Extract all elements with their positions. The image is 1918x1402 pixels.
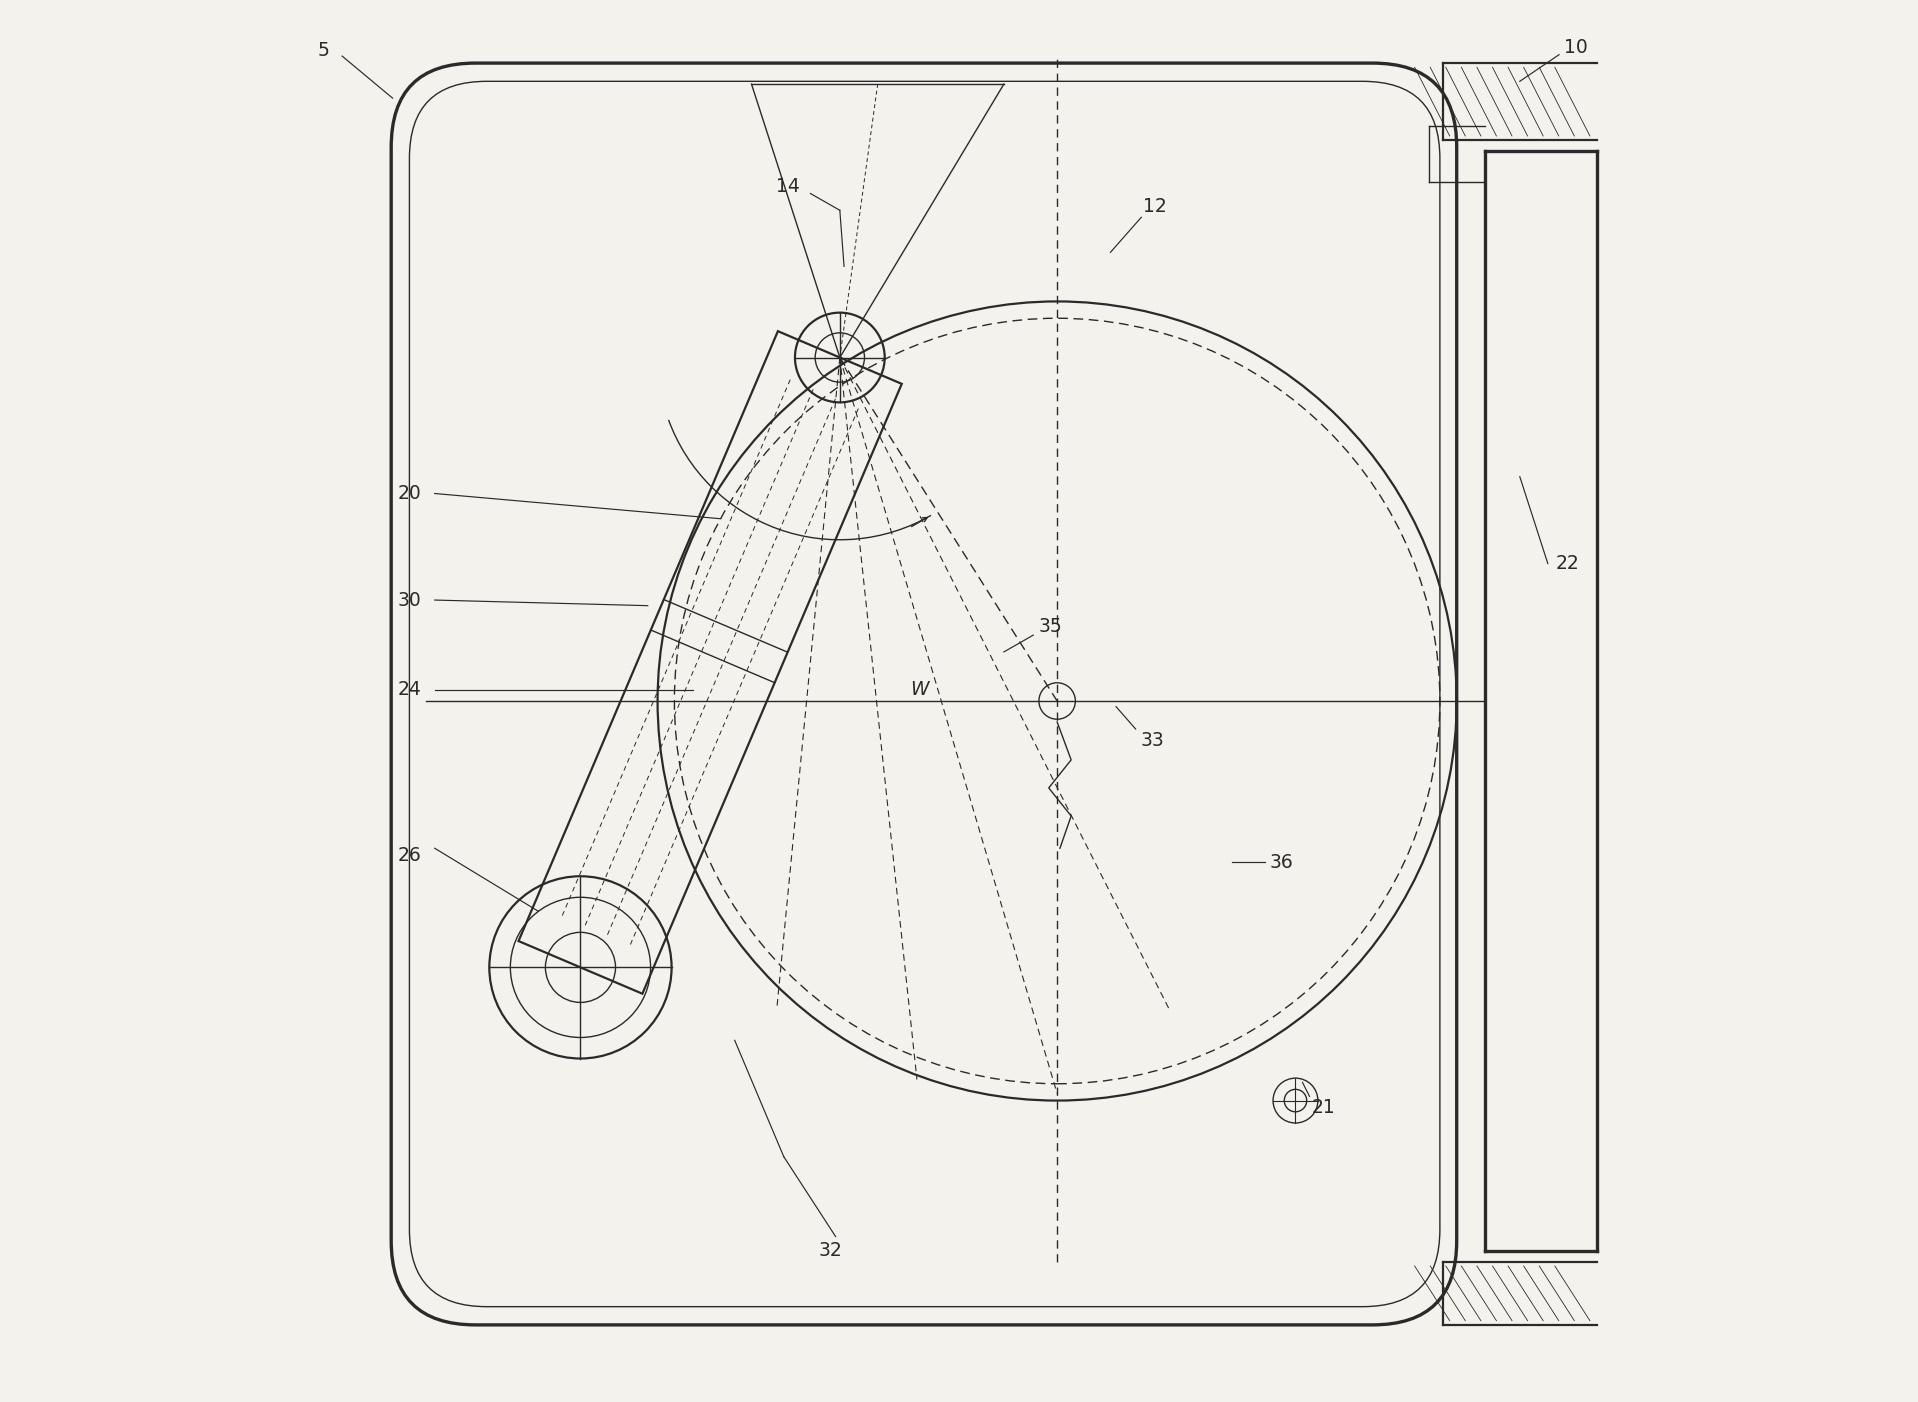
Text: 24: 24 — [397, 680, 422, 700]
Text: 10: 10 — [1563, 38, 1588, 57]
Text: 26: 26 — [397, 845, 422, 865]
Text: 14: 14 — [777, 177, 800, 196]
Text: 12: 12 — [1143, 196, 1168, 216]
Text: 35: 35 — [1038, 617, 1063, 637]
Text: 36: 36 — [1270, 852, 1293, 872]
Text: 22: 22 — [1555, 554, 1579, 573]
Text: 5: 5 — [318, 41, 330, 60]
Text: 30: 30 — [397, 590, 422, 610]
Text: W: W — [911, 680, 928, 700]
Text: 33: 33 — [1141, 730, 1164, 750]
Text: 20: 20 — [397, 484, 422, 503]
Text: 21: 21 — [1312, 1098, 1335, 1117]
Text: 32: 32 — [819, 1241, 842, 1260]
